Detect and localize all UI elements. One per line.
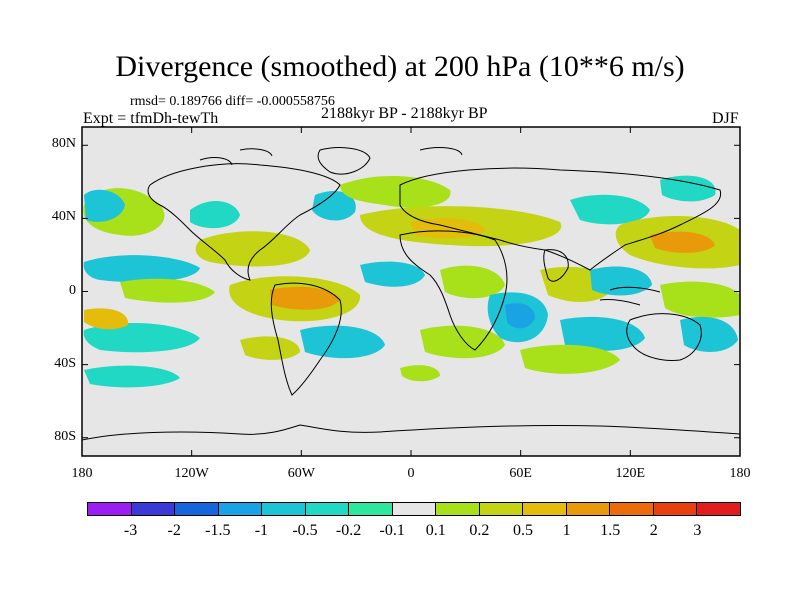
colorbar-box: [88, 503, 132, 515]
contour-neg-australia: [680, 316, 738, 352]
colorbar-label: 0.1: [425, 522, 446, 539]
colorbar-box: [262, 503, 306, 515]
lat-label: 80S: [54, 428, 76, 444]
contour-neg-high-south: [84, 365, 180, 388]
coast-greenland: [317, 147, 371, 175]
colorbar-box: [175, 503, 219, 515]
lat-label: 40N: [51, 209, 76, 225]
lon-label: 60E: [509, 466, 532, 481]
colorbar-label: -2: [167, 522, 181, 539]
colorbar-label: -1.5: [205, 522, 231, 539]
lon-label: 60W: [287, 466, 315, 481]
coast-arctic-islands: [199, 147, 463, 166]
contour-pos-na: [195, 231, 310, 267]
lon-label: 180: [71, 466, 93, 481]
divergence-contours: [83, 175, 740, 388]
lon-label: 120E: [615, 466, 646, 481]
lon-label: 0: [407, 466, 415, 481]
colorbar-label: -1: [254, 522, 269, 539]
colorbar-box: [653, 503, 698, 515]
lat-label: 40S: [54, 355, 76, 371]
map-ticks: [81, 127, 741, 456]
lat-label: 0: [69, 282, 76, 298]
coast-india: [543, 249, 569, 282]
coast-south-america: [270, 282, 342, 396]
colorbar-box: [131, 503, 176, 515]
contour-pos-samerica-core: [270, 286, 340, 310]
experiment-label: Expt = tfmDh-tewTh: [83, 110, 219, 127]
colorbar-box: [566, 503, 611, 515]
colorbar-label: -3: [123, 522, 138, 539]
coastlines: [82, 147, 740, 441]
contour-pos-asia-pacific-core: [650, 231, 715, 253]
contour-neg-sindian: [560, 316, 645, 351]
colorbar-label: -0.5: [292, 522, 318, 539]
colorbar-label: 3: [693, 522, 702, 539]
coast-australia: [626, 313, 702, 361]
contour-neg-maritime: [590, 266, 652, 296]
coast-north-america: [147, 163, 341, 281]
contour-neg-na-east: [312, 191, 356, 221]
contour-pos-south-small: [400, 365, 440, 382]
colorbar-box: [436, 503, 480, 515]
coast-indonesia: [599, 286, 661, 306]
contour-neg-asia: [570, 194, 650, 225]
colorbar-label: 1.5: [600, 522, 621, 539]
coast-africa: [399, 230, 508, 351]
contour-neg-satl: [300, 325, 385, 359]
colorbar-label: 0.5: [513, 522, 533, 539]
contour-neg-indian-core: [505, 303, 535, 329]
colorbar-box: [305, 503, 350, 515]
plot-title: Divergence (smoothed) at 200 hPa (10**6 …: [115, 50, 685, 83]
lat-label: 80N: [51, 136, 76, 152]
contour-negative-na-pacific: [84, 189, 125, 222]
contour-neg-west: [190, 200, 240, 229]
colorbar-box: [218, 503, 263, 515]
colorbar-box: [392, 503, 437, 515]
contour-neg-spac: [83, 323, 200, 353]
colorbar-box: [349, 503, 393, 515]
contour-pos-satl: [240, 336, 300, 360]
contour-pos-spac: [84, 308, 129, 330]
contour-pos-sindian: [420, 325, 505, 359]
colorbar-label: 2: [649, 522, 658, 539]
colorbar-label: 0.2: [469, 522, 490, 539]
contour-neg-trop-pac: [83, 255, 200, 283]
lon-label: 180: [729, 466, 751, 481]
period-label: 2188kyr BP - 2188kyr BP: [321, 105, 488, 122]
contour-pos-south-mid: [520, 344, 620, 374]
contour-pos-atlantic-n: [340, 175, 451, 208]
contour-neg-atlantic-trop: [360, 261, 425, 287]
colorbar-label: -0.1: [379, 522, 405, 539]
colorbar-box: [697, 503, 740, 515]
colorbar-box: [523, 503, 567, 515]
season-label: DJF: [712, 110, 739, 127]
contour-pos-trop-pac: [120, 278, 215, 303]
contour-pos-africa: [440, 265, 505, 299]
coast-antarctica: [82, 424, 740, 441]
stats-text: rmsd= 0.189766 diff= -0.000558756: [130, 94, 335, 109]
colorbar-box: [610, 503, 654, 515]
colorbar-box: [479, 503, 524, 515]
contour-pos-wpac: [660, 281, 740, 318]
colorbar: [87, 502, 741, 516]
lon-label: 120W: [174, 466, 209, 481]
contour-neg-npac: [660, 175, 716, 202]
colorbar-label: -0.2: [335, 522, 362, 539]
colorbar-label: 1: [562, 522, 571, 539]
